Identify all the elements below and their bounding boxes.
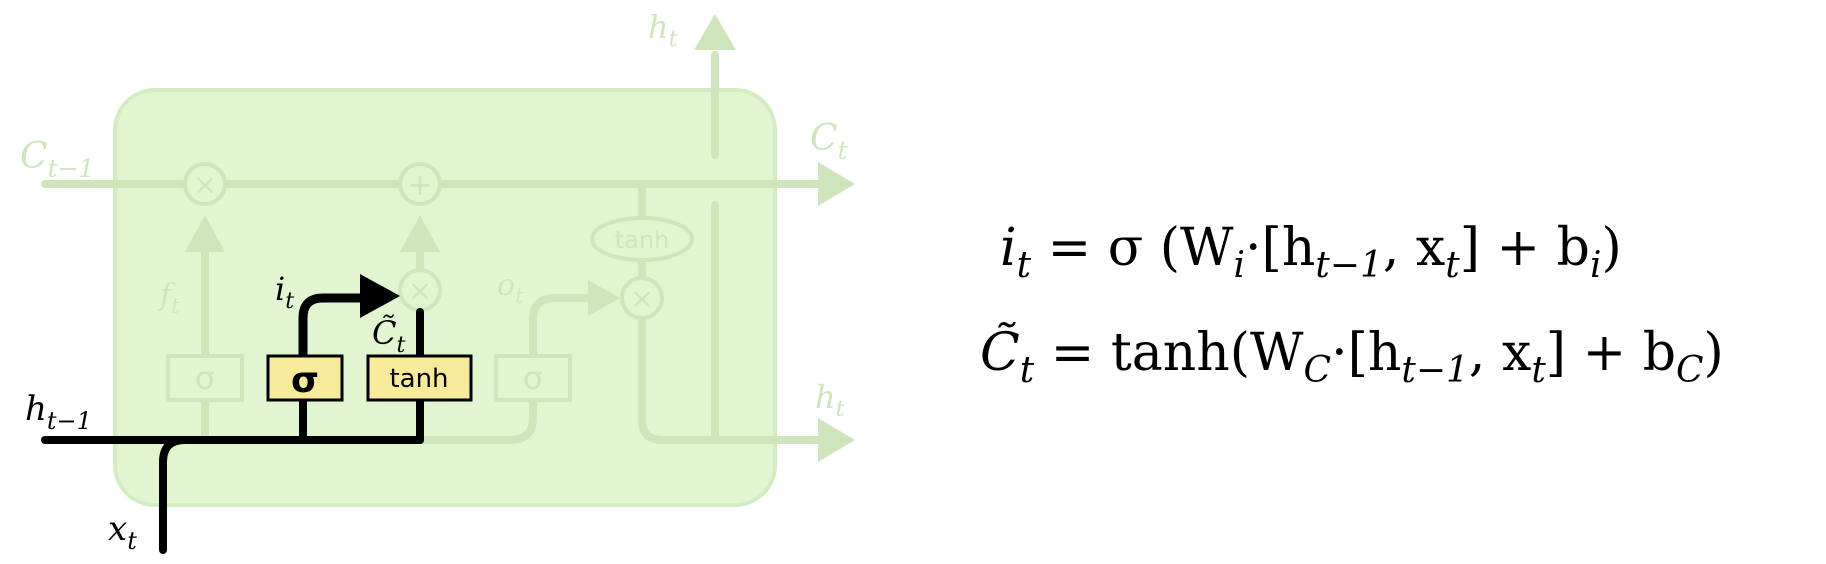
input-gate-box	[266, 354, 344, 402]
forget-multiply-op	[183, 162, 227, 206]
label-c-out: Ct	[810, 118, 849, 165]
candidate-gate-label: tanh	[389, 364, 448, 394]
input-multiply-symbol: ×	[408, 274, 431, 307]
active-paths	[41, 274, 424, 554]
input-gate-label: σ	[291, 360, 319, 401]
label-o-t: ot	[497, 268, 524, 308]
candidate-gate-box	[366, 354, 473, 402]
equations: it = σ (Wi·[ht−1, xt] + bi) C̃t = tanh(W…	[980, 218, 1724, 391]
label-i-t: it	[275, 270, 294, 314]
forget-gate-label: σ	[195, 359, 215, 397]
add-symbol: +	[407, 168, 432, 203]
label-h-top: ht	[648, 8, 678, 52]
active-gates: σ tanh	[266, 354, 473, 402]
state-tanh-op	[590, 216, 694, 262]
input-gate-arrowhead	[360, 274, 400, 318]
state-tanh-label: tanh	[615, 226, 670, 254]
faded-gates: σ σ	[166, 354, 572, 402]
label-c-prev: Ct−1	[20, 136, 94, 183]
active-labels: ht−1 xt it C̃t	[25, 270, 405, 555]
label-h-prev: ht−1	[25, 389, 92, 435]
label-x-t: xt	[108, 509, 137, 555]
output-multiply-symbol: ×	[630, 282, 653, 315]
label-c-tilde: C̃t	[372, 314, 405, 358]
faded-paths	[41, 14, 855, 462]
label-h-right: ht	[815, 378, 845, 422]
output-multiply-op	[620, 276, 664, 320]
add-op	[398, 162, 442, 206]
forget-gate-box	[166, 354, 244, 402]
forget-multiply-symbol: ×	[193, 168, 216, 201]
faded-labels: Ct−1 Ct ht ht ft ot	[20, 8, 849, 422]
output-gate-label: σ	[523, 359, 543, 397]
equation-input-gate: it = σ (Wi·[ht−1, xt] + bi)	[1000, 218, 1622, 286]
faded-ops: × + × × tanh	[183, 162, 694, 320]
output-gate-box	[494, 354, 572, 402]
equation-candidate: C̃t = tanh(WC·[ht−1, xt] + bC)	[980, 322, 1724, 391]
